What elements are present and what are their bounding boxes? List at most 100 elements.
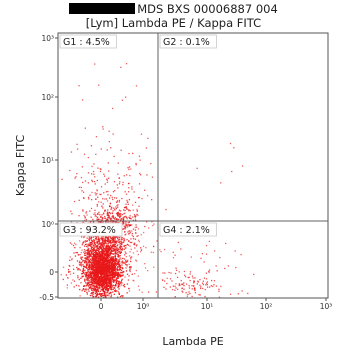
event-dot	[241, 290, 243, 292]
event-dot	[69, 256, 71, 258]
event-dot	[104, 277, 106, 279]
event-dot	[121, 238, 123, 241]
event-dot	[116, 273, 118, 275]
event-dot	[111, 288, 113, 291]
event-dot	[105, 255, 107, 257]
event-dot	[89, 242, 92, 244]
event-dot	[123, 209, 125, 211]
event-dot	[97, 284, 99, 286]
event-dot	[183, 282, 185, 284]
event-dot	[101, 219, 104, 221]
event-dot	[104, 275, 106, 277]
event-dot	[108, 275, 110, 278]
event-dot	[165, 208, 167, 211]
event-dot	[97, 282, 99, 284]
event-dot	[94, 266, 96, 268]
event-dot	[117, 286, 119, 289]
event-dot	[120, 249, 122, 251]
event-dot	[127, 182, 130, 185]
event-dot	[204, 288, 206, 291]
event-dot	[106, 200, 109, 202]
event-dot	[111, 196, 113, 199]
event-dot	[94, 244, 96, 246]
event-dot	[109, 248, 111, 250]
event-dot	[82, 241, 84, 243]
event-dot	[127, 167, 129, 169]
event-dot	[91, 251, 93, 253]
event-dot	[189, 279, 191, 282]
event-dot	[84, 217, 86, 219]
y-tick-label: -0.5	[39, 293, 54, 302]
event-dot	[110, 281, 113, 283]
event-dot	[95, 285, 97, 288]
event-dot	[96, 270, 99, 272]
event-dot	[122, 262, 124, 264]
event-dot	[120, 219, 122, 221]
event-dot	[103, 261, 106, 263]
event-dot	[118, 183, 121, 185]
event-dot	[81, 190, 83, 192]
event-dot	[66, 284, 68, 286]
event-dot	[91, 265, 93, 267]
event-dot	[98, 292, 101, 294]
event-dot	[118, 276, 120, 278]
event-dot	[95, 275, 97, 277]
x-tick-label: 10⁰	[137, 302, 150, 311]
event-dot	[105, 221, 107, 223]
event-dot	[98, 293, 100, 295]
event-dot	[123, 216, 125, 218]
event-dot	[93, 240, 95, 242]
event-dot	[240, 253, 242, 256]
event-dot	[144, 189, 146, 191]
event-dot	[103, 264, 105, 267]
event-dot	[106, 214, 108, 216]
event-dot	[104, 259, 106, 262]
event-dot	[100, 251, 103, 253]
event-dot	[131, 186, 133, 188]
event-dot	[101, 221, 103, 223]
event-dot	[113, 247, 115, 250]
event-dot	[113, 266, 115, 268]
event-dot	[191, 285, 193, 287]
event-dot	[114, 238, 116, 240]
event-dot	[103, 212, 105, 214]
event-dot	[91, 247, 93, 249]
event-dot	[118, 261, 120, 263]
event-dot	[90, 273, 92, 276]
event-dot	[100, 245, 102, 247]
event-dot	[124, 286, 126, 288]
event-dot	[104, 291, 106, 293]
event-dot	[112, 263, 115, 265]
event-dot	[117, 272, 119, 274]
event-dot	[92, 289, 94, 292]
event-dot	[96, 205, 98, 207]
event-dot	[117, 213, 120, 215]
event-dot	[96, 263, 98, 265]
event-dot	[86, 274, 88, 277]
event-dot	[91, 287, 93, 289]
event-dot	[129, 230, 131, 232]
event-dot	[67, 268, 70, 271]
event-dot	[95, 153, 97, 155]
event-dot	[92, 267, 94, 269]
event-dot	[106, 251, 108, 254]
event-dot	[110, 294, 113, 296]
quadrant-label-box	[159, 34, 217, 49]
event-dot	[132, 235, 134, 238]
event-dot	[116, 276, 119, 278]
event-dot	[94, 261, 96, 263]
event-dot	[120, 269, 123, 272]
event-dot	[205, 272, 208, 274]
event-dot	[73, 280, 76, 282]
event-dot	[185, 292, 187, 294]
event-dot	[102, 255, 104, 257]
event-dot	[100, 257, 102, 259]
event-dot	[172, 285, 174, 287]
event-dot	[205, 284, 207, 286]
event-dot	[93, 259, 95, 262]
event-dot	[84, 262, 86, 264]
event-dot	[96, 294, 99, 296]
event-dot	[94, 209, 96, 211]
event-dot	[153, 223, 155, 225]
event-dot	[103, 262, 105, 264]
